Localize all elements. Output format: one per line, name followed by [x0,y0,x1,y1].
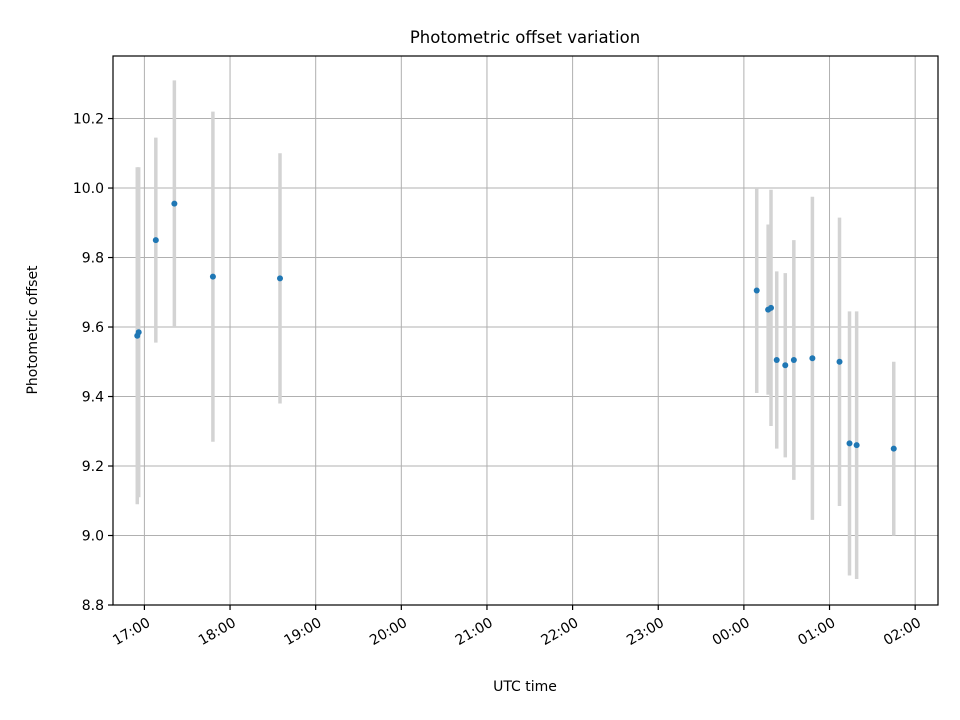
data-point [836,358,843,365]
y-tick-label: 9.0 [82,529,104,545]
y-tick-label: 9.8 [82,251,104,267]
y-tick-label: 8.8 [82,598,104,614]
data-point [209,273,216,280]
point-layer [134,200,897,452]
y-tick-label: 10.2 [73,112,104,128]
data-point [790,357,797,364]
chart-title: Photometric offset variation [410,28,640,47]
data-point [853,442,860,449]
plot-frame [112,55,939,606]
data-point [890,445,897,452]
y-axis-label: Photometric offset [25,265,41,395]
data-point [135,329,142,336]
y-tick-label: 9.4 [82,390,104,406]
data-point [773,357,780,364]
data-point [782,362,789,369]
y-tick-label: 9.2 [82,459,104,475]
y-tick-label: 10.0 [73,181,104,197]
data-point [809,355,816,362]
y-tick-label: 9.6 [82,320,104,336]
data-point [846,440,853,447]
data-point [171,200,178,207]
data-point [152,237,159,244]
data-point [753,287,760,294]
data-point [768,304,775,311]
x-axis-label: UTC time [493,679,557,695]
data-point [276,275,283,282]
